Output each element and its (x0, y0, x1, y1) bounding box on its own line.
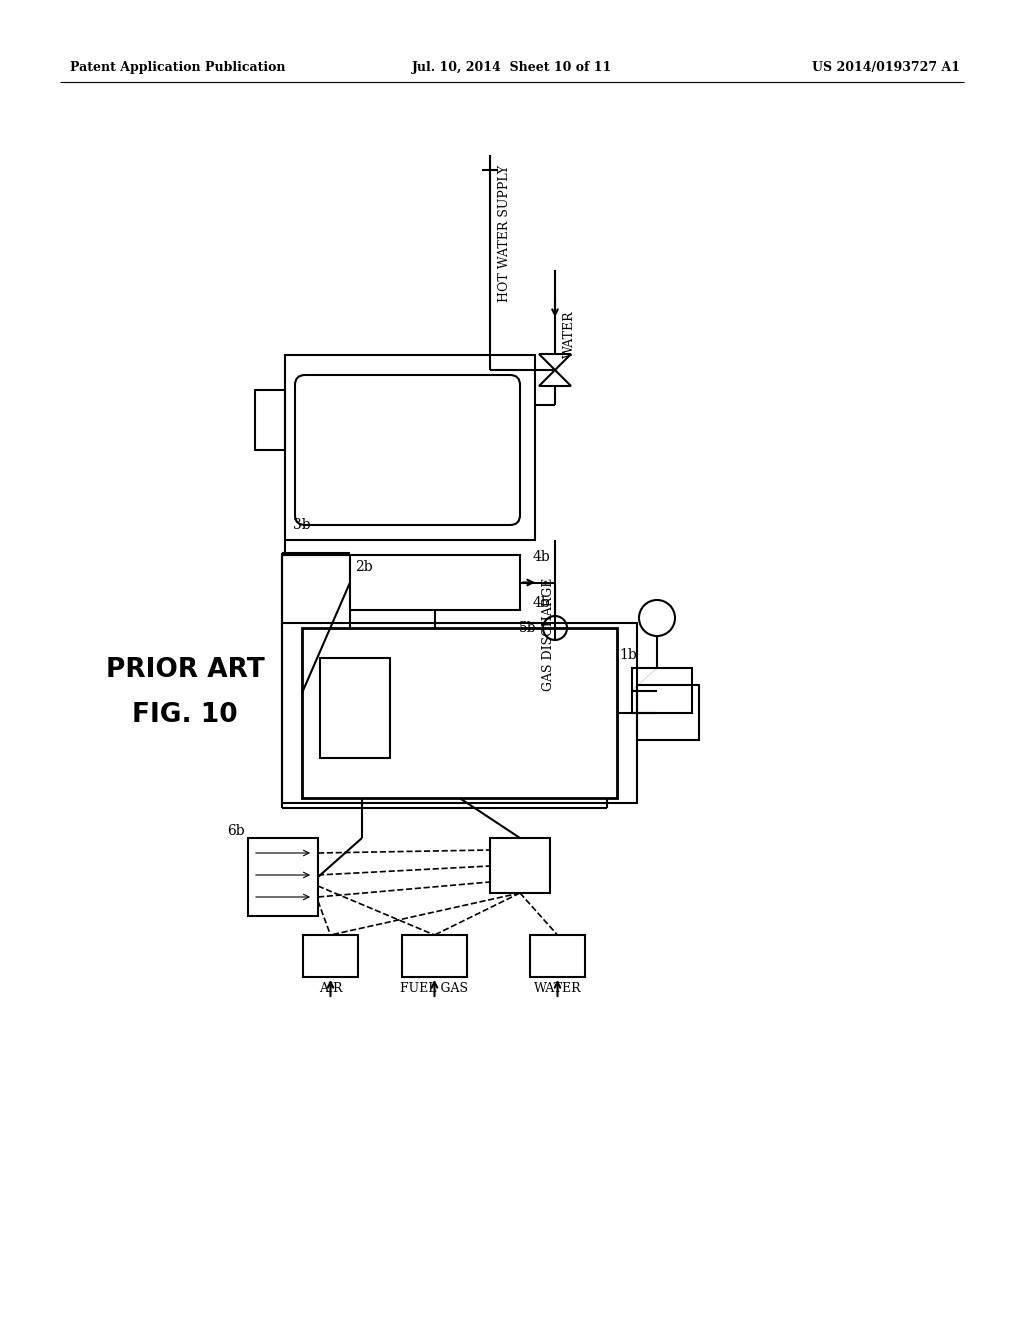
Bar (248, 838, 318, 916)
Bar (632, 668, 692, 713)
Bar (303, 935, 358, 977)
Text: US 2014/0193727 A1: US 2014/0193727 A1 (812, 62, 961, 74)
Text: AIR: AIR (318, 982, 342, 995)
Text: 6b: 6b (227, 824, 245, 838)
Text: GAS DISCHARGE: GAS DISCHARGE (542, 578, 555, 690)
Text: Jul. 10, 2014  Sheet 10 of 11: Jul. 10, 2014 Sheet 10 of 11 (412, 62, 612, 74)
Text: Patent Application Publication: Patent Application Publication (70, 62, 286, 74)
Bar (285, 355, 535, 540)
Bar (530, 935, 585, 977)
Text: HOT WATER SUPPLY: HOT WATER SUPPLY (498, 165, 511, 302)
Text: 5b: 5b (519, 620, 537, 635)
Text: WATER: WATER (534, 982, 582, 995)
Text: WATER: WATER (563, 310, 575, 358)
Bar (319, 657, 390, 758)
Bar (350, 554, 520, 610)
Bar (490, 838, 550, 894)
Text: 2b: 2b (355, 560, 373, 574)
Bar (402, 935, 467, 977)
Text: 1b: 1b (618, 648, 637, 663)
Text: PRIOR ART: PRIOR ART (105, 657, 264, 682)
Bar (637, 685, 699, 741)
Bar (255, 389, 285, 450)
Text: 4b: 4b (532, 597, 550, 610)
Text: 4b: 4b (532, 550, 550, 564)
Text: 3b: 3b (293, 517, 310, 532)
Bar (282, 623, 637, 803)
Bar (302, 628, 617, 799)
Text: FUEL GAS: FUEL GAS (400, 982, 469, 995)
Text: FIG. 10: FIG. 10 (132, 702, 238, 729)
